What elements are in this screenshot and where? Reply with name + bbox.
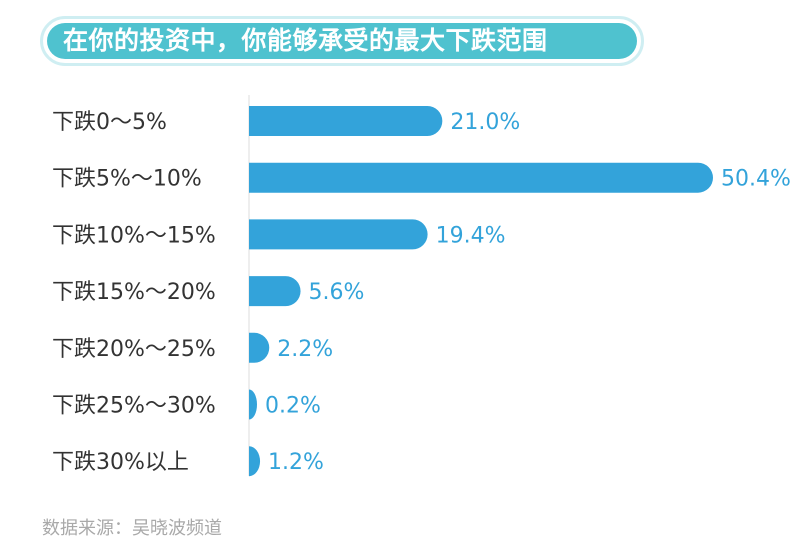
category-label: 下跌25%～30% [52, 394, 216, 419]
bar [249, 332, 270, 363]
bar [249, 446, 261, 477]
value-label: 2.2% [277, 337, 333, 362]
value-label: 21.0% [450, 110, 520, 135]
bar [249, 389, 257, 420]
category-label: 下跌0～5% [52, 110, 167, 135]
bar [249, 162, 714, 193]
category-label: 下跌15%～20% [52, 280, 216, 305]
chart-title: 在你的投资中，你能够承受的最大下跌范围 [47, 23, 637, 59]
category-label: 下跌10%～15% [52, 223, 216, 248]
value-label: 0.2% [265, 394, 321, 419]
bar [249, 106, 443, 136]
value-label: 19.4% [436, 223, 506, 248]
value-label: 1.2% [268, 450, 324, 475]
category-label: 下跌30%以上 [52, 450, 189, 475]
value-label: 50.4% [721, 167, 791, 192]
category-label: 下跌20%～25% [52, 337, 216, 362]
bar [249, 276, 301, 307]
value-label: 5.6% [309, 280, 365, 305]
data-source-note: 数据来源：吴晓波频道 [42, 518, 222, 539]
bar [249, 219, 428, 250]
category-label: 下跌5%～10% [52, 167, 202, 192]
chart-title-frame: 在你的投资中，你能够承受的最大下跌范围 [40, 16, 644, 66]
